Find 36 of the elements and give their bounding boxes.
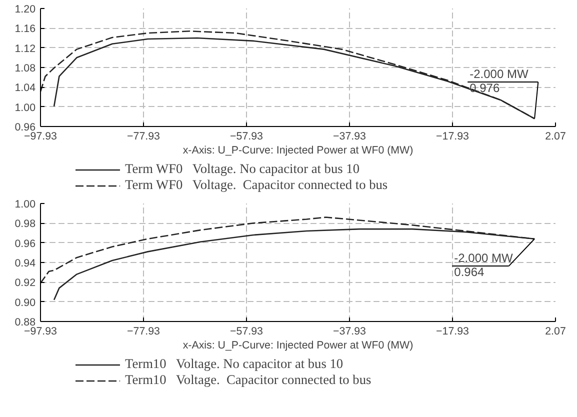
x-tick-label: −17.93 [436,130,470,142]
annotation: 0.964 [454,265,484,280]
x-tick-label: −37.93 [333,130,366,142]
legend-label: Term10 Voltage. No capacitor at bus 10 [125,356,344,372]
x-tick-label: 2.07 [545,326,566,338]
x-tick-label: −77.93 [127,326,160,338]
legend-label: Term10 Voltage. Capacitor connected to bus [125,372,372,388]
y-tick-label: 0.92 [14,277,36,290]
y-tick-label: 1.08 [14,62,36,74]
y-tick-label: 0.96 [14,122,36,134]
y-tick-label: 1.00 [14,198,36,210]
legend-label: Term WF0 Voltage. No capacitor at bus 10 [125,161,360,177]
y-tick-label: 0.88 [14,316,36,328]
x-tick-label: −97.93 [24,130,58,142]
x-tick-label: −37.93 [333,326,366,338]
x-tick-label: 2.07 [545,130,566,142]
y-tick-label: 1.00 [14,102,36,114]
annotation: -2.000 MW [470,67,529,82]
annotation: -2.000 MW [454,251,514,266]
x-tick-label: −57.93 [230,130,264,142]
y-tick-label: 1.16 [14,23,36,36]
legend-label: Term WF0 Voltage. Capacitor connected to bus [125,177,388,193]
y-tick-label: 0.98 [14,218,36,230]
x-tick-label: −17.93 [436,326,470,338]
y-tick-label: 0.94 [14,258,36,270]
x-axis-title: x-Axis: U_P-Curve: Injected Power at WF0 (MW) [182,144,414,156]
y-tick-label: 0.96 [14,238,36,250]
x-axis-title: x-Axis: U_P-Curve: Injected Power at WF0 (MW) [182,340,414,352]
y-tick-label: 1.20 [14,4,36,16]
annotation: 0.976 [470,81,500,96]
x-tick-label: −97.93 [24,326,58,338]
x-tick-label: −57.93 [230,326,264,338]
x-tick-label: −77.93 [127,130,160,142]
y-tick-label: 1.04 [14,82,36,94]
y-tick-label: 0.90 [14,296,36,309]
y-tick-label: 1.12 [14,42,36,55]
